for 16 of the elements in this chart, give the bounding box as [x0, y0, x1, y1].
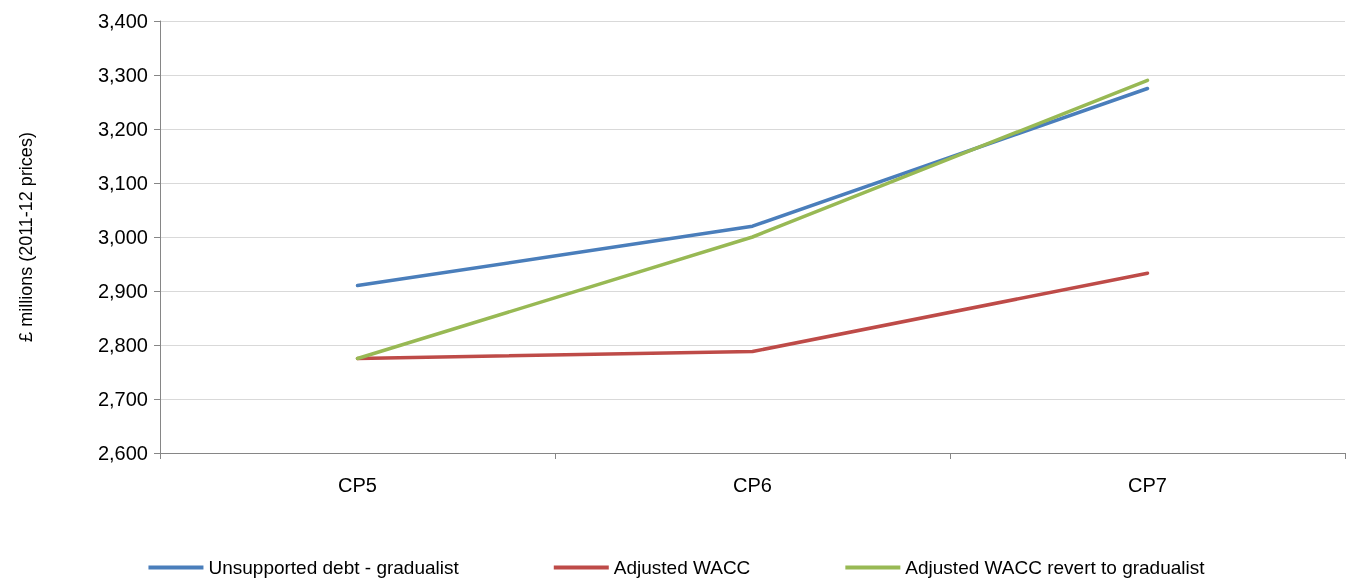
x-tick-label: CP6: [733, 474, 772, 496]
y-tick-label: 3,300: [97, 64, 148, 86]
y-tick-label: 2,900: [97, 280, 148, 302]
y-tick-label: 3,200: [97, 118, 148, 140]
y-tick-label: 3,000: [97, 226, 148, 248]
x-tick-label: CP5: [338, 474, 377, 496]
y-tick-label: 2,800: [97, 334, 148, 356]
y-tick-label: 3,400: [97, 10, 148, 32]
legend-label: Unsupported debt - gradualist: [208, 557, 460, 578]
y-axis-title: £ millions (2011-12 prices): [16, 132, 36, 342]
y-tick-label: 3,100: [97, 172, 148, 194]
x-tick-label: CP7: [1128, 474, 1167, 496]
legend-label: Adjusted WACC revert to gradualist: [905, 557, 1206, 578]
y-tick-label: 2,700: [97, 388, 148, 410]
y-tick-label: 2,600: [97, 442, 148, 464]
legend-label: Adjusted WACC: [613, 557, 751, 578]
